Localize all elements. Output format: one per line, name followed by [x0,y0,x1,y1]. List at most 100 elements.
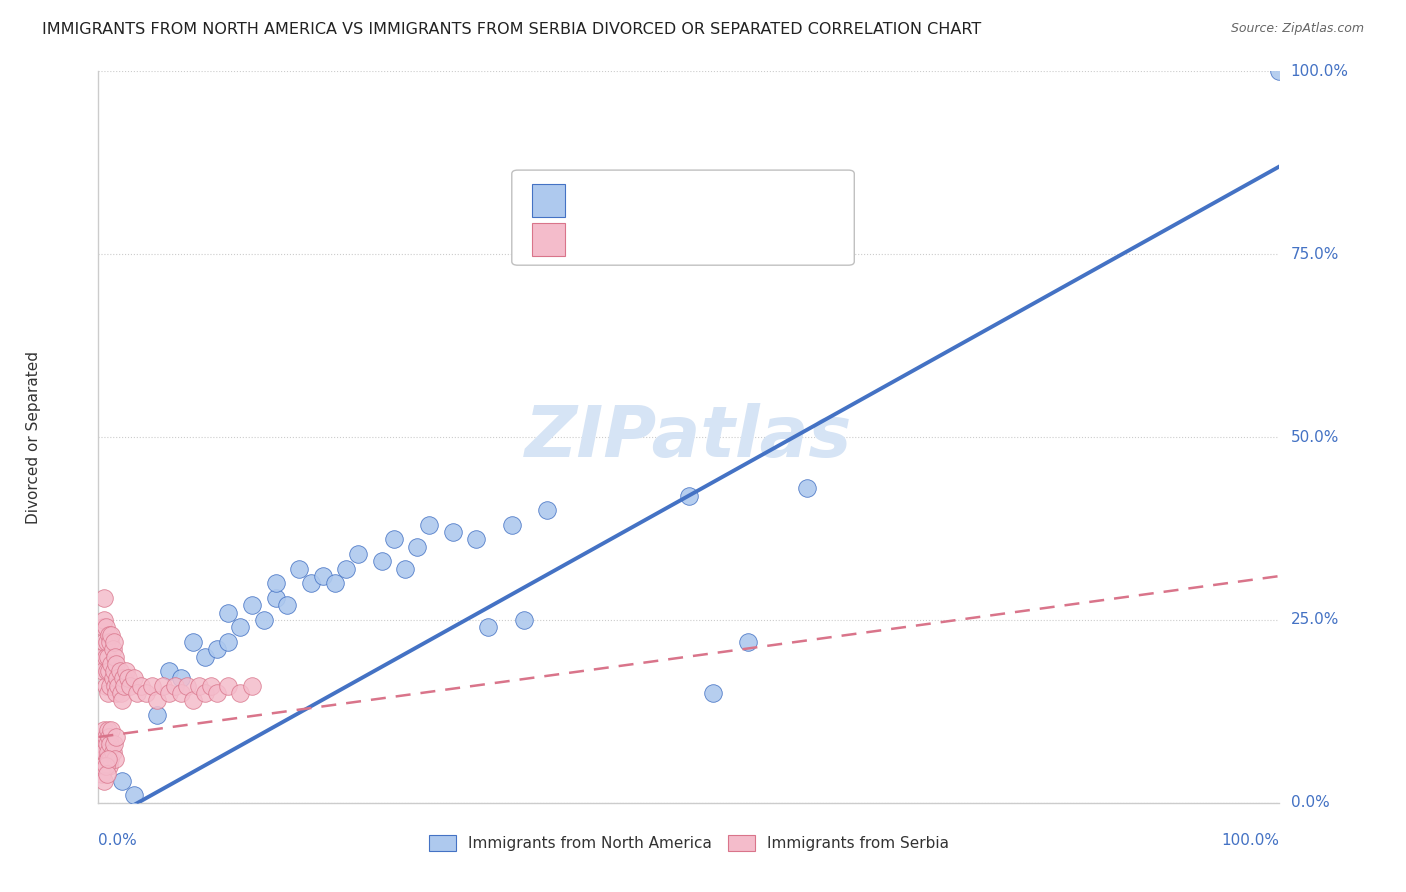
Point [335,562,357,576]
Point [100,657,122,671]
Point [94,649,117,664]
Point [229,686,252,700]
Text: R = 0.068   N = 80: R = 0.068 N = 80 [579,232,731,247]
Point [111,693,134,707]
Point [103,737,125,751]
Point [93,613,115,627]
Point [103,635,125,649]
Point [103,664,125,678]
Point [114,664,136,678]
Point [194,649,217,664]
Point [96,664,118,678]
Point [264,576,287,591]
Point [111,773,134,788]
Legend: Immigrants from North America, Immigrants from Serbia: Immigrants from North America, Immigrant… [423,830,955,857]
Point [98,635,121,649]
Text: Divorced or Separated: Divorced or Separated [25,351,41,524]
Point [117,672,139,686]
Point [200,679,222,693]
Point [97,745,120,759]
Point [501,517,523,532]
Point [97,723,120,737]
Point [141,679,163,693]
Point [146,693,169,707]
Point [229,620,252,634]
Point [394,562,416,576]
Point [205,686,228,700]
Point [146,708,169,723]
Point [105,672,128,686]
Text: 25.0%: 25.0% [1291,613,1339,627]
Point [737,635,759,649]
Point [122,789,145,803]
Point [108,664,131,678]
Point [112,679,135,693]
Point [536,503,558,517]
Point [276,599,298,613]
Point [418,517,440,532]
Point [94,620,117,634]
Point [253,613,276,627]
Point [105,730,128,744]
Point [96,737,118,751]
Point [104,679,127,693]
Point [170,672,193,686]
Point [93,773,115,788]
Point [112,672,135,686]
Point [93,591,115,605]
Point [104,752,127,766]
Point [796,481,818,495]
Point [110,686,132,700]
Point [101,672,124,686]
Point [441,525,464,540]
FancyBboxPatch shape [512,170,855,265]
Point [512,613,534,627]
Point [98,679,121,693]
Point [98,759,121,773]
Point [93,745,115,759]
Point [127,686,149,700]
Point [97,686,120,700]
Point [104,649,127,664]
Point [91,759,114,773]
Point [100,723,122,737]
Point [96,766,118,780]
Point [181,635,204,649]
Point [288,562,311,576]
Point [100,627,122,641]
Text: 50.0%: 50.0% [1291,430,1339,444]
Point [157,664,180,678]
Point [98,752,121,766]
Point [152,679,174,693]
Point [91,766,114,780]
Text: 0.0%: 0.0% [98,833,138,848]
Point [477,620,499,634]
Point [187,679,209,693]
FancyBboxPatch shape [531,223,565,256]
Point [91,737,114,751]
Point [165,679,187,693]
Point [91,752,114,766]
Point [93,635,115,649]
Point [97,649,120,664]
Point [170,686,193,700]
Point [98,627,121,641]
Point [312,569,335,583]
Point [157,686,180,700]
Point [96,752,118,766]
Text: 100.0%: 100.0% [1291,64,1348,78]
Point [217,679,239,693]
Point [94,759,117,773]
Point [240,679,263,693]
Point [678,489,700,503]
Point [98,730,121,744]
Text: R = 0.846   N = 38: R = 0.846 N = 38 [579,193,731,208]
Point [120,679,142,693]
Point [205,642,228,657]
Point [94,730,117,744]
Point [702,686,724,700]
Point [93,723,115,737]
Point [96,635,118,649]
Point [240,599,263,613]
Point [406,540,429,554]
